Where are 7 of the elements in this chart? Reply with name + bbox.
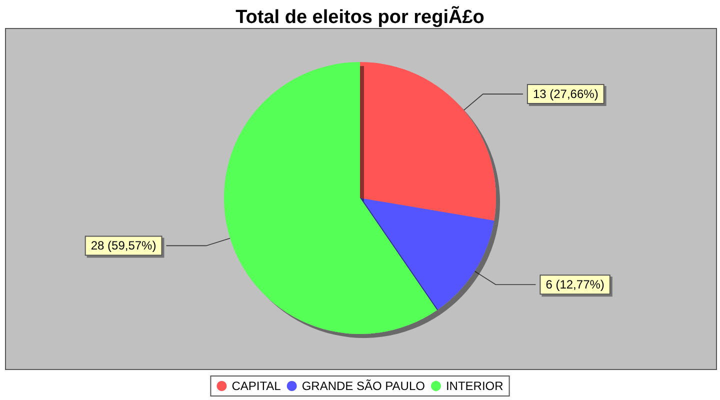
data-label: 13 (27,66%) [532,87,598,102]
data-label: 28 (59,57%) [90,238,156,253]
chart-title: Total de eleitos por regiÃ£o [236,6,484,28]
legend-label: GRANDE SÃO PAULO [302,379,425,393]
legend-label: INTERIOR [446,379,504,393]
data-label: 6 (12,77%) [546,278,604,292]
legend-label: CAPITAL [232,379,282,393]
